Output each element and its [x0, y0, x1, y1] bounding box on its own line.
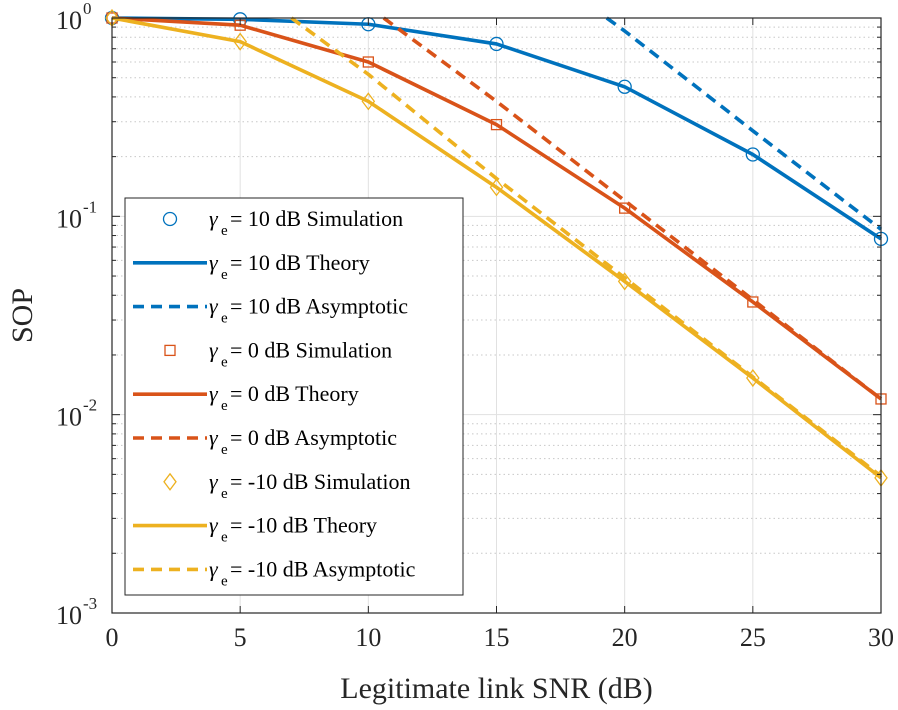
legend-item: γ e = -10 dB Simulation — [163, 469, 410, 502]
x-tick-label: 0 — [106, 623, 119, 652]
legend-symbol: γ — [209, 469, 219, 494]
data-point — [617, 79, 632, 94]
legend-subscript: e — [221, 354, 228, 370]
x-tick-label: 10 — [355, 623, 381, 652]
legend-label: = 0 dB Theory — [230, 381, 359, 406]
y-tick-label: 10 — [56, 204, 82, 233]
data-point — [745, 147, 760, 162]
x-tick-label: 5 — [234, 623, 247, 652]
legend-item: γ e = 0 dB Asymptotic — [133, 425, 397, 458]
data-point — [619, 202, 631, 214]
legend-subscript: e — [221, 486, 228, 502]
legend-swatch — [164, 344, 176, 357]
y-tick-exponent: -3 — [83, 594, 97, 613]
y-axis-title: SOP — [6, 288, 39, 343]
x-tick-label: 30 — [868, 623, 894, 652]
legend-item: γ e = 10 dB Asymptotic — [133, 294, 408, 327]
data-point — [233, 32, 247, 51]
y-tick-exponent: -2 — [83, 396, 97, 415]
legend-label: = 10 dB Asymptotic — [230, 294, 408, 319]
legend-label: = -10 dB Theory — [230, 513, 377, 538]
legend-symbol: γ — [209, 294, 219, 319]
legend-label: = 0 dB Simulation — [230, 337, 392, 362]
legend-subscript: e — [221, 530, 228, 546]
legend-label: = 10 dB Simulation — [230, 206, 403, 231]
data-point — [490, 118, 503, 131]
series-8 — [290, 16, 883, 478]
legend-label: = -10 dB Asymptotic — [230, 556, 416, 581]
y-tick-exponent: -1 — [83, 197, 97, 216]
legend-item: γ e = -10 dB Theory — [133, 513, 377, 546]
y-tick-exponent: 0 — [83, 0, 92, 18]
legend-swatch — [163, 472, 177, 491]
legend-subscript: e — [221, 267, 228, 283]
legend-item: γ e = 0 dB Theory — [133, 381, 359, 414]
legend-item: γ e = 10 dB Theory — [133, 250, 370, 283]
legend-subscript: e — [221, 442, 228, 458]
x-tick-label: 15 — [484, 623, 510, 652]
y-tick-label: 10 — [56, 403, 82, 432]
legend-symbol: γ — [209, 425, 219, 450]
legend-symbol: γ — [209, 337, 219, 362]
legend-symbol: γ — [209, 556, 219, 581]
legend-subscript: e — [221, 398, 228, 414]
legend-subscript: e — [221, 223, 228, 239]
x-axis-title: Legitimate link SNR (dB) — [340, 672, 652, 705]
legend-symbol: γ — [209, 381, 219, 406]
y-tick-label: 10 — [56, 6, 82, 35]
series-line — [111, 16, 883, 401]
series-5 — [382, 16, 883, 401]
legend-label: = 0 dB Asymptotic — [230, 425, 397, 450]
legend-symbol: γ — [209, 206, 219, 231]
legend-item: γ e = 10 dB Simulation — [162, 206, 403, 239]
legend-item: γ e = -10 dB Asymptotic — [133, 556, 416, 589]
x-tick-label: 20 — [612, 623, 638, 652]
legend-swatch — [162, 211, 178, 227]
x-tick-label: 25 — [740, 623, 766, 652]
legend-symbol: γ — [209, 513, 219, 538]
series-line — [290, 16, 883, 478]
legend-item: γ e = 0 dB Simulation — [164, 337, 392, 370]
legend-symbol: γ — [209, 250, 219, 275]
legend-subscript: e — [221, 573, 228, 589]
legend-label: = 10 dB Theory — [230, 250, 370, 275]
y-tick-label: 10 — [56, 601, 82, 630]
series-4 — [111, 16, 883, 401]
legend-subscript: e — [221, 311, 228, 327]
legend-label: = -10 dB Simulation — [230, 469, 410, 494]
series-line — [382, 16, 883, 401]
